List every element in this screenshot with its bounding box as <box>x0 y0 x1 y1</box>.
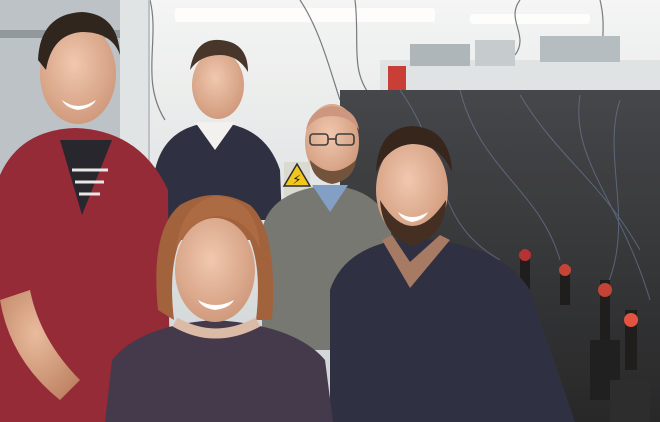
optical-mounts <box>519 249 650 422</box>
warning-sign-symbol: ⚡ <box>292 173 301 188</box>
electronics-rack <box>388 36 620 90</box>
ceiling-light <box>470 14 590 24</box>
person-front-center <box>105 195 333 422</box>
person-right-bearded <box>330 126 575 422</box>
ceiling-light <box>175 8 435 22</box>
person-back-center <box>155 39 282 220</box>
glasses-icon <box>309 133 355 146</box>
